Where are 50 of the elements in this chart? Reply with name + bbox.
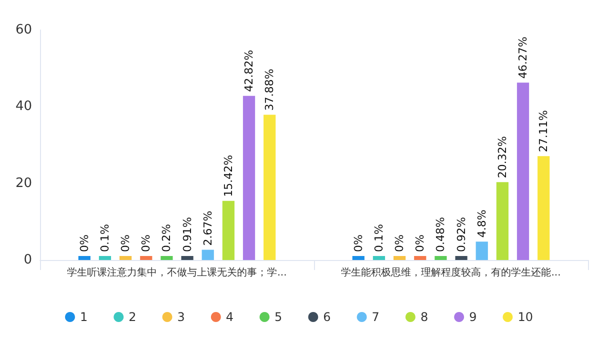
data-label: 4.8% <box>475 210 488 238</box>
legend-label: 3 <box>177 310 185 324</box>
bar <box>538 156 550 260</box>
data-label: 46.27% <box>516 36 530 79</box>
data-label: 0.92% <box>454 217 468 252</box>
legend-label: 2 <box>128 310 136 324</box>
data-label: 0% <box>352 234 365 252</box>
data-label: 42.82% <box>242 50 256 92</box>
legend-label: 8 <box>420 310 428 324</box>
bar <box>140 256 152 260</box>
data-label: 37.88% <box>263 68 276 111</box>
legend-label: 7 <box>372 310 380 324</box>
bar <box>242 96 256 260</box>
data-label: 0.91% <box>180 217 194 252</box>
legend-label: 6 <box>323 310 331 324</box>
legend-label: 1 <box>80 310 88 324</box>
y-tick-label: 0 <box>24 252 32 268</box>
legend-label: 5 <box>274 310 282 324</box>
bar <box>414 256 426 260</box>
data-label: 0% <box>78 234 91 252</box>
x-tick-label: 学生听课注意力集中，不做与上课无关的事；学... <box>67 266 287 278</box>
bar <box>434 256 447 260</box>
data-label: 0.1% <box>372 224 386 252</box>
legend-label: 4 <box>226 310 234 324</box>
data-label: 0% <box>393 234 406 252</box>
x-tick-label: 学生能积极思维，理解程度较高，有的学生还能... <box>341 266 561 278</box>
bar <box>516 82 530 260</box>
data-label: 0% <box>140 234 153 252</box>
bar <box>98 256 112 260</box>
data-label: 20.32% <box>496 136 509 178</box>
data-label: 0.1% <box>98 224 112 252</box>
data-label: 27.11% <box>537 110 550 152</box>
legend-label: 9 <box>469 310 477 324</box>
bar <box>264 114 276 260</box>
legend-label: 10 <box>518 310 533 324</box>
bar <box>160 256 173 260</box>
data-label: 0.48% <box>434 217 448 252</box>
y-tick-label: 20 <box>15 176 32 191</box>
data-label: 0% <box>414 234 427 252</box>
data-label: 0% <box>119 234 132 252</box>
bar <box>120 256 132 260</box>
bar <box>352 256 364 260</box>
data-label: 0.2% <box>160 224 174 252</box>
y-tick-label: 40 <box>15 99 32 114</box>
data-label: 2.67% <box>201 210 214 246</box>
bar <box>372 256 386 260</box>
bar <box>78 256 90 260</box>
bar <box>394 256 406 260</box>
data-label: 15.42% <box>222 154 235 197</box>
y-tick-label: 60 <box>15 22 32 38</box>
